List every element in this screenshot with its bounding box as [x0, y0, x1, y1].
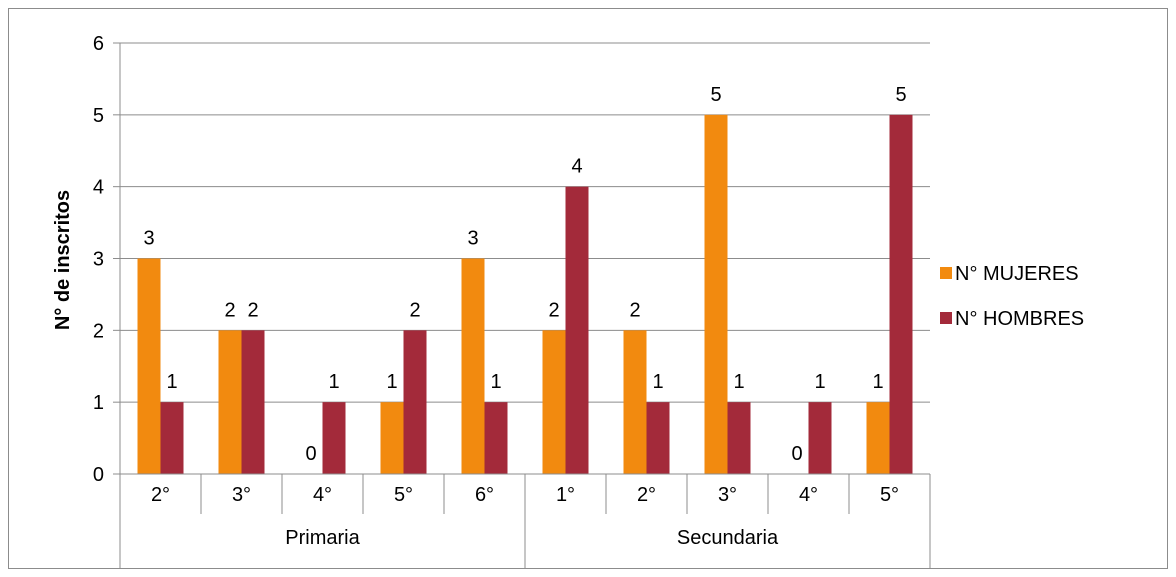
data-label: 1	[328, 371, 339, 393]
bar	[542, 330, 566, 474]
category-label: 5°	[394, 484, 413, 506]
data-label: 2	[409, 299, 420, 321]
bar	[623, 330, 647, 474]
category-label: 1°	[556, 484, 575, 506]
legend-label: N° HOMBRES	[955, 308, 1084, 330]
data-label: 4	[571, 156, 582, 178]
legend-swatch	[940, 267, 952, 279]
legend: N° MUJERES N° HOMBRES	[940, 263, 1084, 330]
category-label: 4°	[799, 484, 818, 506]
y-tick-label: 3	[93, 249, 104, 271]
category-label: 6°	[475, 484, 494, 506]
bar	[704, 114, 728, 474]
bar	[241, 330, 265, 474]
data-label: 5	[710, 84, 721, 106]
data-label: 2	[548, 299, 559, 321]
data-label: 1	[652, 371, 663, 393]
data-label: 0	[791, 443, 802, 465]
y-tick-label: 2	[93, 320, 104, 342]
category-label: 2°	[637, 484, 656, 506]
y-tick-label: 5	[93, 105, 104, 127]
group-label: Secundaria	[677, 527, 779, 549]
category-label: 3°	[232, 484, 251, 506]
data-label: 1	[386, 371, 397, 393]
data-label: 1	[733, 371, 744, 393]
x-axis: 2° 3° 4° 5° 6° 1° 2° 3° 4° 5° Primaria Secundaria	[119, 473, 931, 569]
data-label: 1	[490, 371, 501, 393]
y-tick-label: 6	[93, 33, 104, 55]
data-label: 3	[467, 228, 478, 250]
category-label: 2°	[151, 484, 170, 506]
y-tick-label: 4	[93, 177, 104, 199]
bar	[218, 330, 242, 474]
category-label: 5°	[880, 484, 899, 506]
bar	[322, 402, 346, 474]
data-label: 1	[166, 371, 177, 393]
bar	[646, 402, 670, 474]
bar	[484, 402, 508, 474]
bar	[461, 258, 485, 474]
y-axis-ticks: 0 1 2 3 4 5 6	[93, 33, 121, 486]
data-label: 2	[629, 299, 640, 321]
data-label: 1	[872, 371, 883, 393]
bar	[808, 402, 832, 474]
legend-swatch	[940, 312, 952, 324]
data-label: 5	[895, 84, 906, 106]
data-label: 2	[247, 299, 258, 321]
category-label: 4°	[313, 484, 332, 506]
bar	[727, 402, 751, 474]
bar	[160, 402, 184, 474]
data-label: 0	[305, 443, 316, 465]
bar	[565, 186, 589, 474]
bars	[137, 114, 913, 474]
bar	[380, 402, 404, 474]
category-label: 3°	[718, 484, 737, 506]
data-label: 3	[143, 228, 154, 250]
data-label: 2	[224, 299, 235, 321]
group-label: Primaria	[285, 527, 360, 549]
bar	[403, 330, 427, 474]
legend-label: N° MUJERES	[955, 263, 1079, 285]
y-axis-title: N° de inscritos	[52, 190, 74, 330]
y-tick-label: 0	[93, 464, 104, 486]
bar	[866, 402, 890, 474]
y-tick-label: 1	[93, 392, 104, 414]
bar	[889, 114, 913, 474]
data-label: 1	[814, 371, 825, 393]
bar	[137, 258, 161, 474]
